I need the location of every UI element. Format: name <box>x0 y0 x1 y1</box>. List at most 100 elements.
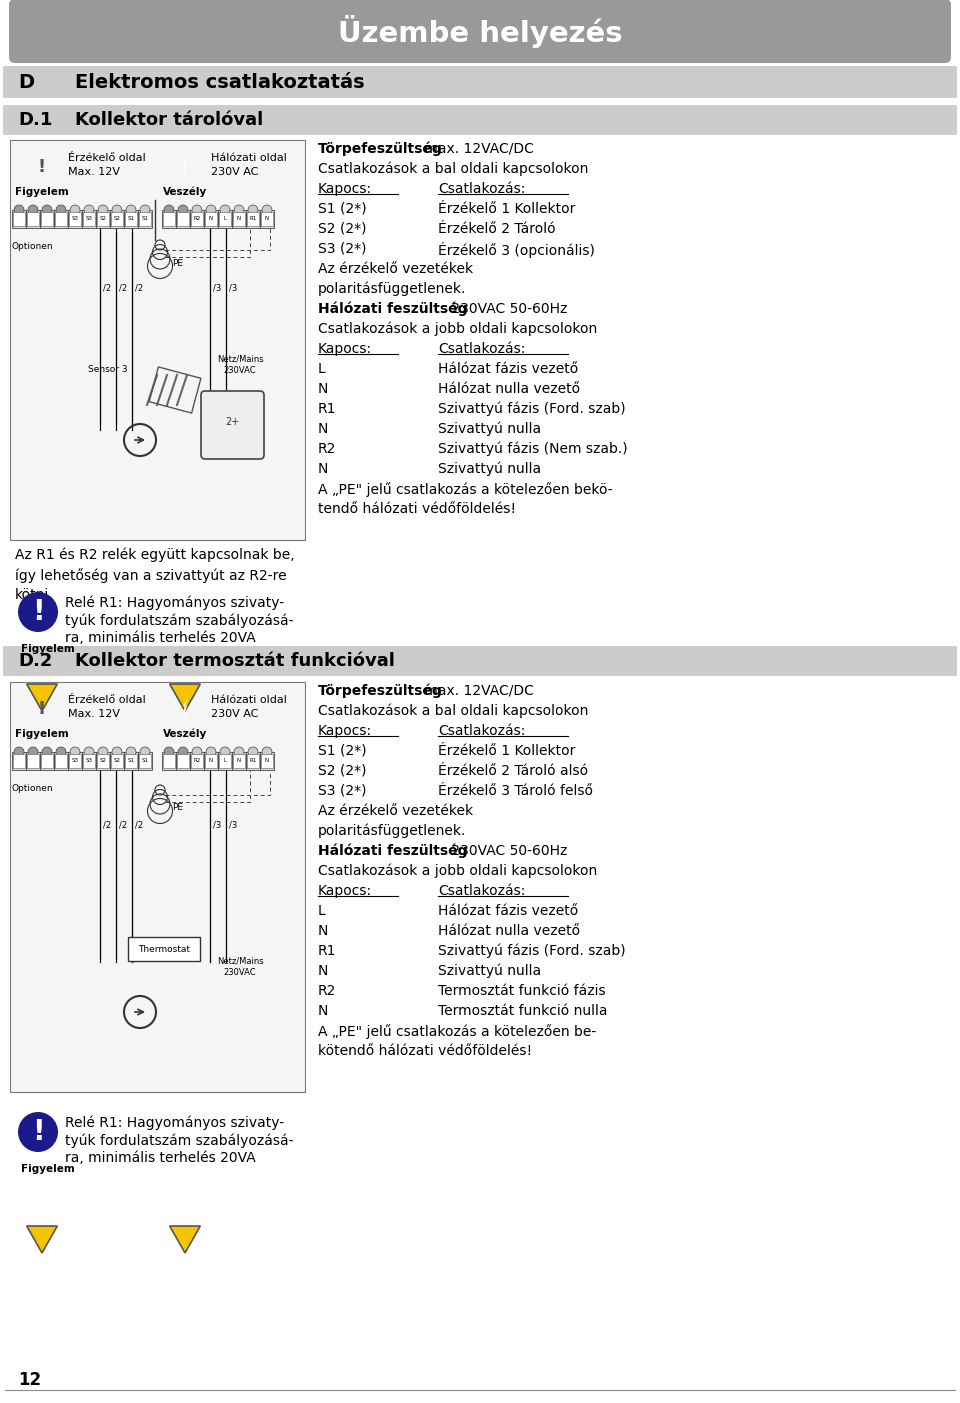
Text: Törpefeszültség: Törpefeszültség <box>318 685 443 699</box>
Bar <box>128 937 200 961</box>
Text: PE: PE <box>172 258 183 268</box>
Text: N: N <box>318 1005 328 1019</box>
Bar <box>97 212 109 226</box>
Text: Érzékelő oldal: Érzékelő oldal <box>68 153 146 163</box>
Text: Csatlakozások a bal oldali kapcsolokon: Csatlakozások a bal oldali kapcsolokon <box>318 161 588 177</box>
Circle shape <box>112 746 122 758</box>
Text: S2: S2 <box>113 216 121 222</box>
Text: Érzékelő 1 Kollektor: Érzékelő 1 Kollektor <box>438 744 575 758</box>
Text: Figyelem: Figyelem <box>15 187 69 196</box>
Text: tyúk fordulatszám szabályozásá-: tyúk fordulatszám szabályozásá- <box>65 1134 294 1148</box>
Text: R1: R1 <box>250 216 256 222</box>
Text: így lehetőség van a szivattyút az R2-re: így lehetőség van a szivattyút az R2-re <box>15 568 287 582</box>
Text: ra, minimális terhelés 20VA: ra, minimális terhelés 20VA <box>65 1150 255 1164</box>
Bar <box>69 753 81 767</box>
Circle shape <box>234 205 244 215</box>
Text: S2: S2 <box>113 759 121 763</box>
Text: S3: S3 <box>85 216 92 222</box>
Text: !: ! <box>38 159 46 177</box>
Text: R2: R2 <box>193 216 201 222</box>
Bar <box>190 752 204 770</box>
Text: R1: R1 <box>250 759 256 763</box>
Text: D.1: D.1 <box>18 111 53 129</box>
Text: !: ! <box>32 598 44 626</box>
Text: tyúk fordulatszám szabályozásá-: tyúk fordulatszám szabályozásá- <box>65 613 294 627</box>
Text: Törpefeszültség: Törpefeszültség <box>318 142 443 157</box>
Text: N: N <box>318 925 328 939</box>
Text: /2: /2 <box>103 821 111 829</box>
Text: 230V AC: 230V AC <box>211 709 258 718</box>
Bar <box>139 212 151 226</box>
Text: Érzékelő 2 Tároló: Érzékelő 2 Tároló <box>438 222 556 236</box>
Text: Csatlakozások a bal oldali kapcsolokon: Csatlakozások a bal oldali kapcsolokon <box>318 704 588 718</box>
Bar <box>27 212 39 226</box>
Bar <box>163 212 175 226</box>
Text: ra, minimális terhelés 20VA: ra, minimális terhelés 20VA <box>65 631 255 645</box>
Circle shape <box>70 205 80 215</box>
Text: Hálózati feszültség: Hálózati feszültség <box>318 302 468 317</box>
Bar <box>219 212 231 226</box>
Text: /2: /2 <box>135 821 143 829</box>
Text: /2: /2 <box>119 283 127 292</box>
Polygon shape <box>27 685 58 711</box>
Text: Veszély: Veszély <box>163 728 207 739</box>
Text: Relé R1: Hagyományos szivaty-: Relé R1: Hagyományos szivaty- <box>65 595 284 609</box>
Circle shape <box>56 746 66 758</box>
Bar <box>204 752 218 770</box>
Bar <box>176 752 190 770</box>
Text: Netz/Mains
230VAC: Netz/Mains 230VAC <box>217 957 263 976</box>
Text: /3: /3 <box>213 283 221 292</box>
Bar <box>125 753 137 767</box>
Bar <box>138 210 152 229</box>
Text: S1: S1 <box>141 216 149 222</box>
Circle shape <box>70 746 80 758</box>
Circle shape <box>234 746 244 758</box>
Circle shape <box>112 205 122 215</box>
Bar <box>177 212 189 226</box>
Text: L: L <box>318 904 325 918</box>
Text: Kapocs:: Kapocs: <box>318 884 372 898</box>
Bar <box>12 752 26 770</box>
Polygon shape <box>182 156 188 178</box>
Bar <box>138 752 152 770</box>
Text: Termosztát funkció fázis: Termosztát funkció fázis <box>438 984 606 998</box>
Bar <box>10 682 305 1092</box>
Bar <box>204 210 218 229</box>
Text: polaritásfüggetlenek.: polaritásfüggetlenek. <box>318 282 467 296</box>
Text: Csatlakozás:: Csatlakozás: <box>438 884 525 898</box>
Bar <box>55 753 67 767</box>
Text: tendő hálózati védőföldelés!: tendő hálózati védőföldelés! <box>318 502 516 516</box>
Text: D: D <box>18 73 35 91</box>
Bar <box>232 210 246 229</box>
Bar <box>55 212 67 226</box>
Text: max. 12VAC/DC: max. 12VAC/DC <box>420 142 534 156</box>
Circle shape <box>42 205 52 215</box>
Text: Kapocs:: Kapocs: <box>318 724 372 738</box>
Text: Max. 12V: Max. 12V <box>68 709 120 718</box>
Circle shape <box>178 205 188 215</box>
Bar <box>97 753 109 767</box>
Bar <box>68 752 82 770</box>
Text: Szivattyú nulla: Szivattyú nulla <box>438 964 541 978</box>
Bar <box>163 753 175 767</box>
Bar <box>233 212 245 226</box>
FancyBboxPatch shape <box>3 645 957 676</box>
Bar <box>218 752 232 770</box>
Text: R2: R2 <box>193 759 201 763</box>
Text: N: N <box>318 964 328 978</box>
Text: Netz/Mains
230VAC: Netz/Mains 230VAC <box>217 355 263 375</box>
FancyBboxPatch shape <box>3 66 957 98</box>
Text: S3 (2*): S3 (2*) <box>318 241 367 255</box>
Text: Szivattyú fázis (Ford. szab): Szivattyú fázis (Ford. szab) <box>438 944 626 958</box>
Circle shape <box>192 205 202 215</box>
Text: N: N <box>265 216 269 222</box>
Bar <box>82 210 96 229</box>
Text: Kapocs:: Kapocs: <box>318 342 372 356</box>
Bar <box>82 752 96 770</box>
Bar <box>110 210 124 229</box>
Bar <box>205 212 217 226</box>
Text: N: N <box>318 382 328 396</box>
Bar <box>218 210 232 229</box>
Text: Érzékelő 3 Tároló felső: Érzékelő 3 Tároló felső <box>438 784 593 798</box>
Text: 230V AC: 230V AC <box>211 167 258 177</box>
